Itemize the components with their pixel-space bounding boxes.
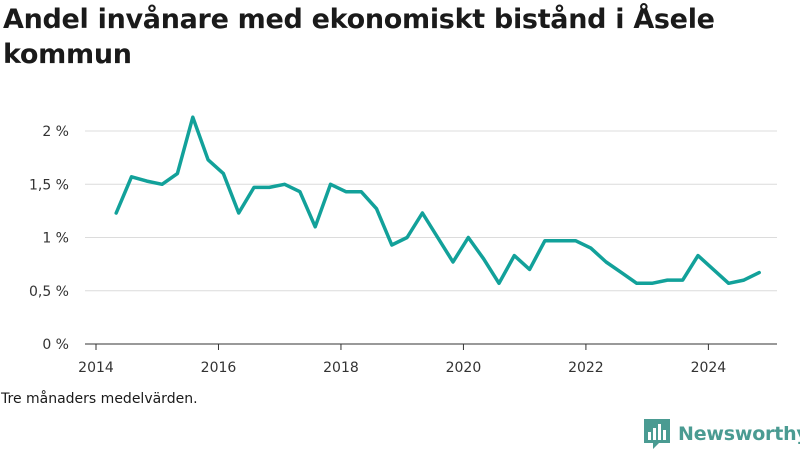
chart-note: Tre månaders medelvärden. bbox=[1, 391, 198, 407]
chart-title: Andel invånare med ekonomiskt bistånd i … bbox=[3, 4, 715, 70]
y-tick-label: 1 % bbox=[42, 231, 69, 247]
series-lines bbox=[114, 115, 761, 286]
y-tick-label: 0 % bbox=[42, 337, 69, 353]
x-axis: 2014 2016 2018 2020 2022 2024 bbox=[78, 344, 726, 376]
y-tick-label: 0,5 % bbox=[29, 284, 69, 300]
brand-logo: Newsworthy bbox=[644, 418, 800, 450]
series-line bbox=[114, 115, 761, 286]
y-tick-label: 1,5 % bbox=[29, 177, 69, 193]
x-tick-label: 2022 bbox=[568, 360, 604, 376]
brand-name: Newsworthy bbox=[678, 423, 800, 445]
y-tick-label: 2 % bbox=[42, 124, 69, 140]
grid-lines bbox=[85, 130, 777, 345]
newsworthy-logo-icon bbox=[644, 419, 670, 449]
x-tick-label: 2020 bbox=[446, 360, 482, 376]
x-tick-label: 2024 bbox=[691, 360, 727, 376]
x-tick-label: 2016 bbox=[201, 360, 237, 376]
x-tick-label: 2018 bbox=[323, 360, 359, 376]
y-axis: 0 % 0,5 % 1 % 1,5 % 2 % bbox=[29, 124, 69, 353]
x-tick-label: 2014 bbox=[78, 360, 114, 376]
